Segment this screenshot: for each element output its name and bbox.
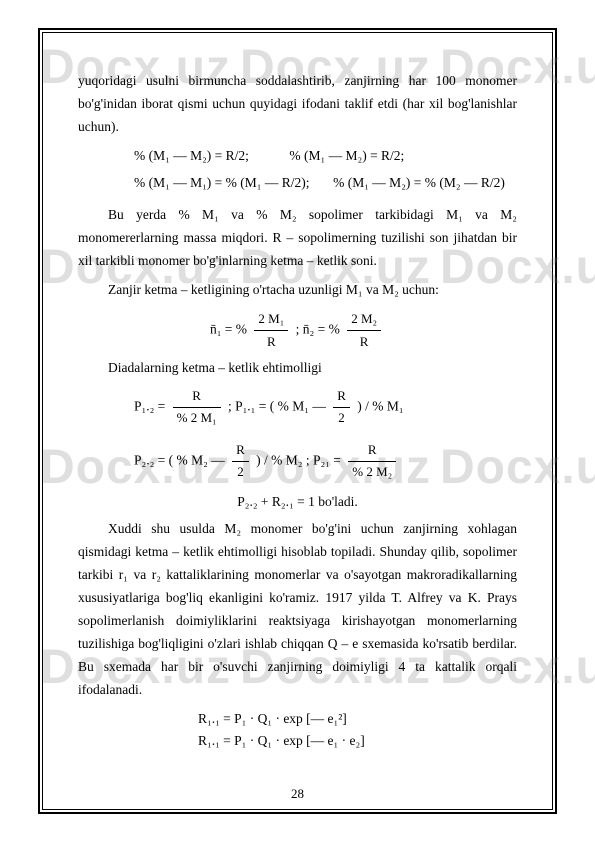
equation-r11-block: R₁.₁ = P₁ · Q₁ · exp [— e₁²] R₁.₁ = P₁ ·… — [198, 708, 517, 754]
eq-1a: % (M₁ — M₂) = R/2; — [134, 148, 249, 163]
equation-row-1: % (M₁ — M₂) = R/2; % (M₁ — M₂) = R/2; — [134, 145, 517, 167]
frac-num: R — [348, 440, 396, 461]
frac-den: % 2 M₂ — [348, 461, 396, 483]
eq-1b: % (M₁ — M₂) = R/2; — [289, 148, 404, 163]
frac-den: R — [254, 330, 288, 353]
equation-p22: P₂.₂ = ( % M₂ — R2 ) / % M₂ ; P₂₁ = R% 2… — [134, 440, 517, 483]
eq-p12-sep: ; P₁.₁ = ( % M₁ — — [225, 398, 330, 413]
eq-2a: % (M₁ — M₁) = % (M₁ — R/2); — [134, 175, 309, 190]
eq-p12-post: ) / % M₁ — [354, 398, 404, 413]
frac-den: % 2 M₁ — [173, 407, 221, 429]
equation-row-2: % (M₁ — M₁) = % (M₁ — R/2); % (M₁ — M₂) … — [134, 172, 517, 194]
frac-den: R — [347, 330, 381, 353]
eq-n1-pre: n̄₁ = % — [210, 321, 250, 336]
frac-num: R — [232, 440, 249, 461]
eq-2b: % (M₁ — M₂) = % (M₂ — R/2) — [333, 175, 505, 190]
frac-num: 2 M₁ — [254, 308, 288, 330]
equation-n-bar: n̄₁ = % 2 M₁R ; n̄₂ = % 2 M₂R — [78, 308, 517, 353]
paragraph-3: Zanjir ketma – ketligining o'rtacha uzun… — [78, 279, 517, 302]
eq-n-sep: ; n̄₂ = % — [292, 321, 343, 336]
page-number: 28 — [0, 786, 595, 802]
frac-num: 2 M₂ — [347, 308, 381, 330]
frac-num: R — [173, 386, 221, 407]
fraction-n1: 2 M₁R — [254, 308, 288, 353]
fraction-n2: 2 M₂R — [347, 308, 381, 353]
fraction-p22b: R% 2 M₂ — [348, 440, 396, 483]
frac-den: 2 — [232, 461, 249, 483]
page-content: yuqoridagi usulni birmuncha soddalashtir… — [78, 70, 517, 792]
paragraph-4: Diadalarning ketma – ketlik ehtimolligi — [78, 357, 517, 380]
eq-r11b: R₁.₁ = P₁ · Q₁ · exp [— e₁ · e₂] — [198, 730, 517, 753]
fraction-p22a: R2 — [232, 440, 249, 483]
fraction-p12b: R2 — [333, 386, 350, 429]
eq-r11a: R₁.₁ = P₁ · Q₁ · exp [— e₁²] — [198, 708, 517, 731]
frac-num: R — [333, 386, 350, 407]
eq-p22-mid: ) / % M₂ ; P₂₁ = — [253, 453, 345, 468]
equation-p5: P₂.₂ + R₂.₁ = 1 bo'ladi. — [78, 491, 517, 514]
frac-den: 2 — [333, 407, 350, 429]
eq-p22-pre: P₂.₂ = ( % M₂ — — [134, 453, 228, 468]
paragraph-6: Xuddi shu usulda M₂ monomer bo'g'ini uch… — [78, 518, 517, 702]
paragraph-1: yuqoridagi usulni birmuncha soddalashtir… — [78, 70, 517, 139]
eq-p12-pre: P₁.₂ = — [134, 398, 169, 413]
equation-p12: P₁.₂ = R% 2 M₁ ; P₁.₁ = ( % M₁ — R2 ) / … — [134, 386, 517, 429]
fraction-p12a: R% 2 M₁ — [173, 386, 221, 429]
paragraph-2: Bu yerda % M₁ va % M₂ sopolimer tarkibid… — [78, 204, 517, 273]
